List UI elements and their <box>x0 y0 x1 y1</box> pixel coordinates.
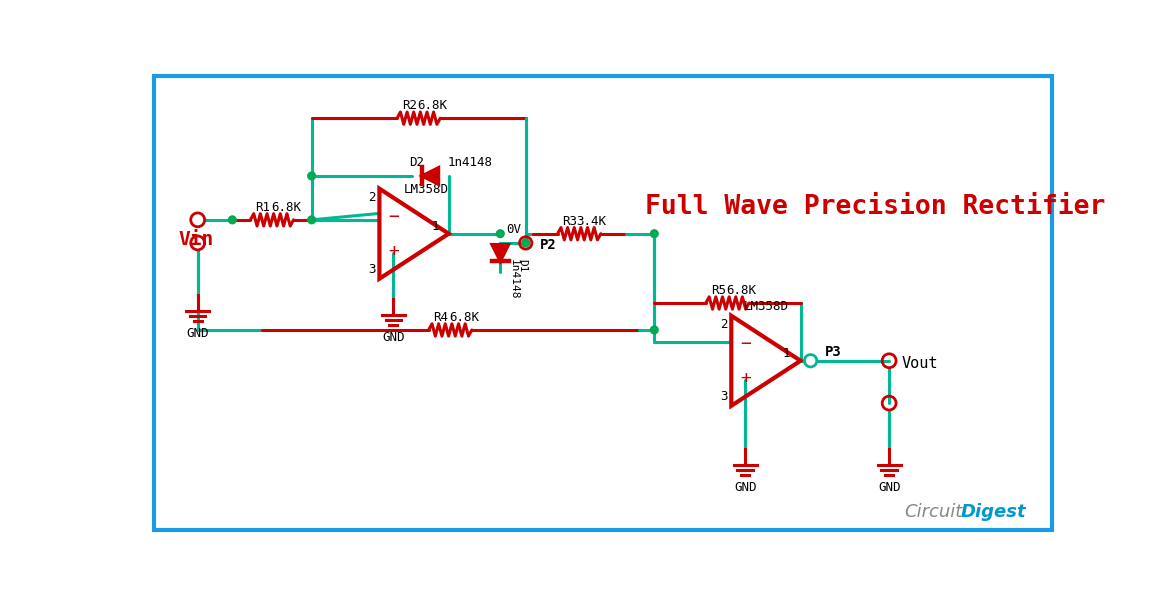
Text: R1: R1 <box>255 201 270 214</box>
Text: +: + <box>741 368 751 386</box>
Text: 6.8K: 6.8K <box>449 311 479 324</box>
Text: P3: P3 <box>824 344 841 359</box>
Text: +: + <box>388 242 400 260</box>
Circle shape <box>228 216 236 224</box>
Text: 6.8K: 6.8K <box>417 100 448 112</box>
Text: D1: D1 <box>516 259 527 272</box>
Circle shape <box>650 230 659 238</box>
Text: −: − <box>741 335 751 353</box>
Text: R3: R3 <box>562 215 577 228</box>
Text: 6.8K: 6.8K <box>727 284 756 297</box>
Polygon shape <box>422 167 439 184</box>
Circle shape <box>522 239 529 247</box>
Text: P2: P2 <box>540 238 556 252</box>
Text: Digest: Digest <box>961 503 1027 521</box>
Text: 0V: 0V <box>507 223 522 236</box>
Text: 2: 2 <box>368 191 375 205</box>
Text: 3.4K: 3.4K <box>576 215 606 228</box>
Text: 3: 3 <box>368 263 375 276</box>
Text: 1n4148: 1n4148 <box>447 155 493 169</box>
Circle shape <box>308 172 315 180</box>
Text: 1: 1 <box>783 347 790 359</box>
Text: LM358D: LM358D <box>743 300 788 313</box>
Text: 2: 2 <box>720 319 728 331</box>
Text: Vin: Vin <box>179 230 214 248</box>
Circle shape <box>308 216 315 224</box>
Text: Full Wave Precision Rectifier: Full Wave Precision Rectifier <box>646 194 1105 220</box>
Text: GND: GND <box>187 328 209 340</box>
Text: GND: GND <box>734 481 756 494</box>
Text: 1: 1 <box>432 220 439 232</box>
Text: R5: R5 <box>710 284 726 297</box>
Circle shape <box>496 230 505 238</box>
Text: 3: 3 <box>720 390 728 403</box>
Text: GND: GND <box>878 481 901 494</box>
Text: GND: GND <box>382 331 405 344</box>
Text: LM358D: LM358D <box>403 184 449 196</box>
Circle shape <box>650 326 659 334</box>
Text: 6.8K: 6.8K <box>270 201 301 214</box>
Text: D2: D2 <box>409 155 423 169</box>
Text: Vout: Vout <box>902 356 938 371</box>
Text: −: − <box>388 208 400 226</box>
Text: Circuit: Circuit <box>904 503 963 521</box>
Text: R4: R4 <box>434 311 448 324</box>
Text: 1n4148: 1n4148 <box>509 259 519 299</box>
Polygon shape <box>492 244 509 262</box>
Text: R2: R2 <box>402 100 417 112</box>
